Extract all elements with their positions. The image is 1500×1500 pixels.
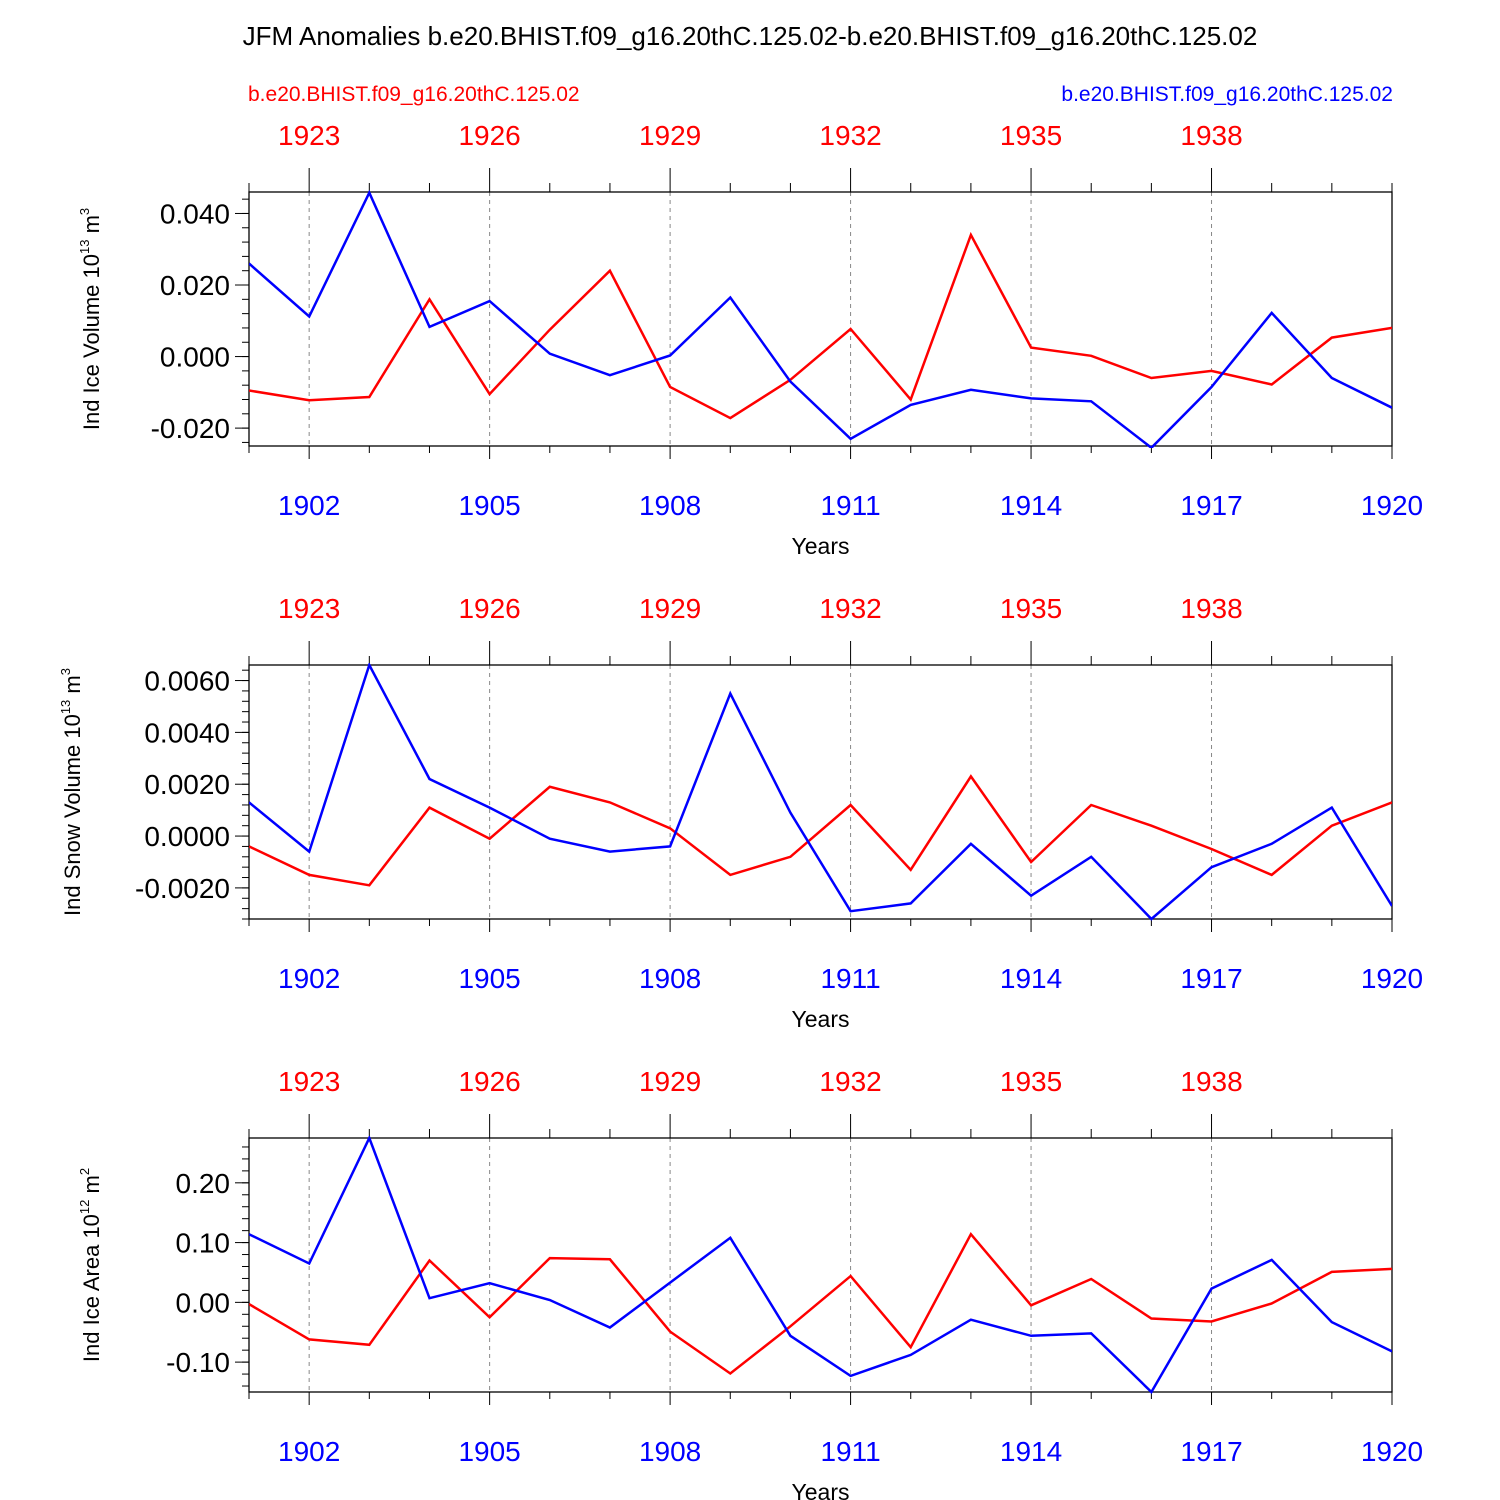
legend-blue-label: b.e20.BHIST.f09_g16.20thC.125.02 — [1061, 83, 1393, 106]
x-tick-label-top: 1935 — [1000, 1066, 1062, 1097]
x-tick-label-bottom: 1908 — [639, 490, 701, 521]
x-tick-label-bottom: 1905 — [458, 1436, 520, 1467]
x-tick-label-bottom: 1911 — [820, 1436, 880, 1467]
y-axis-title-superscript: 3 — [77, 208, 92, 215]
x-tick-label-top: 1926 — [458, 1066, 520, 1097]
y-axis-title-part: m — [79, 1175, 104, 1199]
y-axis-title-part: Ind Ice Volume 10 — [79, 254, 104, 430]
legend-red-label: b.e20.BHIST.f09_g16.20thC.125.02 — [248, 83, 580, 106]
series-line-red — [249, 231, 1392, 420]
y-axis-title: Ind Ice Volume 1013 m3 — [77, 208, 104, 430]
x-axis-title: Years — [792, 1006, 850, 1032]
y-axis-title-superscript: 13 — [58, 700, 73, 714]
x-tick-label-top: 1938 — [1180, 593, 1242, 624]
x-tick-label-bottom: 1920 — [1361, 1436, 1423, 1467]
x-tick-label-bottom: 1917 — [1180, 1436, 1242, 1467]
chart-title: JFM Anomalies b.e20.BHIST.f09_g16.20thC.… — [243, 21, 1258, 51]
y-axis-title: Ind Snow Volume 1013 m3 — [58, 668, 85, 916]
y-tick-label: 0.0000 — [144, 821, 230, 852]
y-tick-label: 0.0060 — [144, 666, 230, 697]
x-tick-label-bottom: 1905 — [458, 963, 520, 994]
y-axis-title-superscript: 2 — [77, 1168, 92, 1175]
x-axis-title: Years — [792, 1479, 850, 1500]
y-axis-title-part: m — [60, 675, 85, 699]
x-tick-label-top: 1926 — [458, 120, 520, 151]
y-tick-label: 0.0040 — [144, 717, 230, 748]
y-axis-title-part: Ind Snow Volume 10 — [60, 714, 85, 916]
y-tick-label: 0.00 — [176, 1287, 231, 1318]
x-tick-label-bottom: 1917 — [1180, 490, 1242, 521]
x-tick-label-bottom: 1914 — [1000, 1436, 1062, 1467]
x-tick-label-top: 1929 — [639, 593, 701, 624]
x-tick-label-bottom: 1914 — [1000, 963, 1062, 994]
x-axis-title: Years — [792, 533, 850, 559]
y-tick-label: 0.10 — [176, 1228, 231, 1259]
x-tick-label-bottom: 1908 — [639, 963, 701, 994]
y-axis-title-part: Ind Ice Area 10 — [79, 1214, 104, 1362]
y-tick-label: -0.020 — [151, 413, 230, 444]
x-tick-label-top: 1929 — [639, 1066, 701, 1097]
chart-panel-1: 1902 1905 1908 1911 1914 1917 1920 1923 1926 1929… — [77, 120, 1423, 559]
x-tick-label-top: 1923 — [278, 120, 340, 151]
chart-panel-2: 1902 1905 1908 1911 1914 1917 1920 1923 1926 1929… — [58, 593, 1423, 1032]
x-tick-label-top: 1932 — [819, 120, 881, 151]
x-tick-label-bottom: 1911 — [820, 963, 880, 994]
chart-panel-3: 1902 1905 1908 1911 1914 1917 1920 1923 1926 1929… — [77, 1066, 1423, 1500]
x-tick-label-bottom: 1920 — [1361, 490, 1423, 521]
y-tick-label: 0.020 — [160, 270, 230, 301]
x-tick-label-bottom: 1911 — [820, 490, 880, 521]
x-tick-label-bottom: 1902 — [278, 963, 340, 994]
y-tick-label: 0.20 — [176, 1168, 231, 1199]
plot-frame — [248, 191, 1393, 447]
x-tick-label-bottom: 1914 — [1000, 490, 1062, 521]
y-axis-title-superscript: 12 — [77, 1200, 92, 1214]
series-line-red — [249, 774, 1392, 887]
plot-frame — [248, 664, 1393, 920]
x-tick-label-top: 1923 — [278, 1066, 340, 1097]
series-line-blue — [249, 663, 1392, 921]
x-tick-label-top: 1932 — [819, 593, 881, 624]
y-tick-label: -0.10 — [166, 1347, 230, 1378]
x-tick-label-top: 1923 — [278, 593, 340, 624]
x-tick-label-bottom: 1902 — [278, 1436, 340, 1467]
x-tick-label-top: 1938 — [1180, 1066, 1242, 1097]
y-axis-title-part: m — [79, 215, 104, 239]
x-tick-label-top: 1935 — [1000, 120, 1062, 151]
x-tick-label-top: 1932 — [819, 1066, 881, 1097]
y-tick-label: 0.000 — [160, 342, 230, 373]
series-line-red — [249, 1231, 1392, 1376]
y-tick-label: 0.0020 — [144, 769, 230, 800]
x-tick-label-bottom: 1908 — [639, 1436, 701, 1467]
y-axis-title-superscript: 13 — [77, 240, 92, 254]
x-tick-label-top: 1935 — [1000, 593, 1062, 624]
x-tick-label-top: 1926 — [458, 593, 520, 624]
plot-frame — [248, 1137, 1393, 1393]
x-tick-label-top: 1929 — [639, 120, 701, 151]
series-line-blue — [249, 190, 1392, 448]
x-tick-label-bottom: 1920 — [1361, 963, 1423, 994]
x-tick-label-bottom: 1902 — [278, 490, 340, 521]
y-tick-label: -0.0020 — [135, 873, 230, 904]
series-line-blue — [249, 1136, 1392, 1394]
y-tick-label: 0.040 — [160, 198, 230, 229]
y-axis-title-superscript: 3 — [58, 668, 73, 675]
y-axis-title: Ind Ice Area 1012 m2 — [77, 1168, 104, 1362]
x-tick-label-top: 1938 — [1180, 120, 1242, 151]
x-tick-label-bottom: 1905 — [458, 490, 520, 521]
x-tick-label-bottom: 1917 — [1180, 963, 1242, 994]
